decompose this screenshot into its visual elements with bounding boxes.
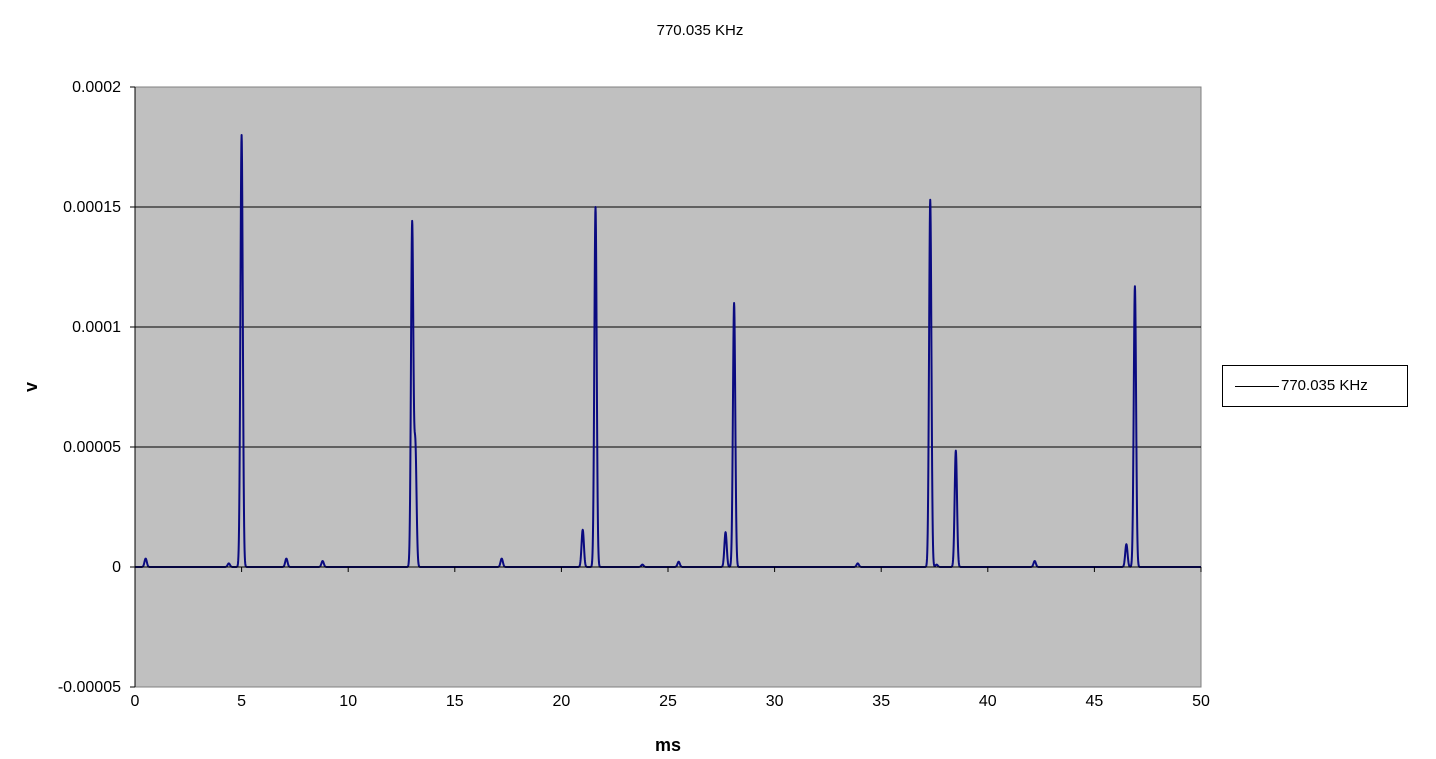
y-tick-label: 0.00015: [63, 199, 121, 216]
y-axis-tick-labels: -0.00005 0 0.00005 0.0001 0.00015 0.0002: [58, 79, 121, 696]
legend-swatch: [1235, 386, 1279, 387]
x-tick-label: 30: [766, 693, 784, 710]
y-tick-label: 0.0002: [72, 79, 121, 96]
legend: 770.035 KHz: [1222, 365, 1408, 407]
legend-label: 770.035 KHz: [1281, 377, 1368, 394]
x-axis-tick-labels: 0 5 10 15 20 25 30 35 40 45 50: [131, 693, 1210, 710]
x-tick-label: 0: [131, 693, 140, 710]
x-tick-label: 40: [979, 693, 997, 710]
x-tick-label: 15: [446, 693, 464, 710]
x-tick-label: 20: [553, 693, 571, 710]
axes: [134, 87, 1202, 687]
x-tick-label: 35: [872, 693, 890, 710]
x-tick-label: 50: [1192, 693, 1210, 710]
chart-title: 770.035 KHz: [656, 22, 744, 39]
x-axis-title: ms: [655, 735, 681, 755]
x-tick-label: 5: [237, 693, 246, 710]
plot-area: [134, 86, 1202, 688]
y-axis-title: v: [21, 382, 41, 392]
y-tick-label: 0.0001: [72, 319, 121, 336]
y-tick-label: 0.00005: [63, 439, 121, 456]
x-tick-label: 10: [339, 693, 357, 710]
y-tick-label: 0: [112, 559, 121, 576]
y-tick-label: -0.00005: [58, 679, 121, 696]
x-tick-label: 25: [659, 693, 677, 710]
x-tick-label: 45: [1086, 693, 1104, 710]
gridlines: [130, 86, 1201, 688]
